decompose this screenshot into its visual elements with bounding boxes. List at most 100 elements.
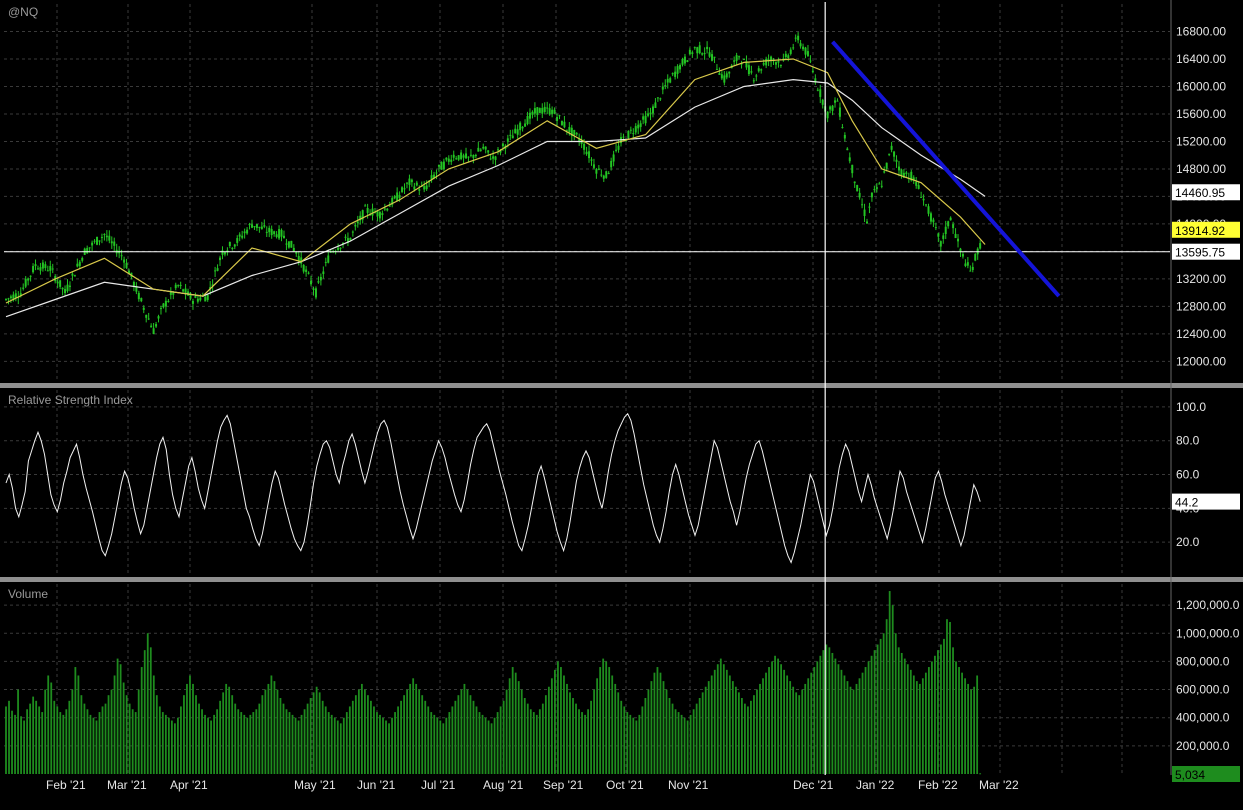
volume-tick-label: 200,000.0 — [1176, 739, 1230, 753]
volume-bar — [243, 714, 246, 774]
volume-bar — [113, 675, 116, 774]
candle-body — [258, 226, 261, 228]
price-tick-label: 16400.00 — [1176, 52, 1226, 66]
candle-body — [61, 287, 64, 290]
volume-bar — [641, 706, 644, 774]
candle-body — [511, 135, 514, 139]
volume-bar — [107, 695, 110, 774]
month-label: Sep '21 — [543, 778, 584, 792]
volume-bar — [599, 667, 602, 774]
candle-body — [568, 127, 571, 133]
month-label: Feb '22 — [918, 778, 958, 792]
candle-body — [556, 117, 559, 121]
candle-body — [747, 65, 750, 75]
volume-bar — [668, 698, 671, 774]
volume-bar — [291, 714, 294, 774]
volume-bar — [71, 689, 74, 774]
candle-body — [740, 63, 743, 65]
candle-body — [164, 300, 167, 307]
rsi-panel[interactable]: 100.080.060.040.020.0 44.2 Relative Stre… — [4, 390, 1240, 576]
price-badge-bg — [1172, 184, 1240, 201]
candle-body — [649, 112, 652, 115]
candle-body — [433, 174, 436, 179]
candle-body — [435, 172, 438, 174]
candle-body — [408, 178, 411, 185]
candle-body — [762, 63, 765, 65]
volume-bar — [511, 667, 514, 774]
candle-body — [506, 138, 509, 142]
candle-body — [86, 248, 89, 254]
volume-bar — [719, 658, 722, 774]
candle-body — [76, 263, 79, 267]
volume-bar — [469, 695, 472, 774]
rsi-tick-label: 20.0 — [1176, 535, 1200, 549]
volume-bar — [798, 695, 801, 774]
downtrend-line[interactable] — [831, 40, 1061, 298]
candle-body — [469, 154, 472, 156]
volume-bar — [677, 712, 680, 774]
volume-bar — [867, 661, 870, 774]
volume-bar — [119, 664, 122, 774]
candle-body — [100, 236, 103, 238]
volume-bar — [976, 675, 979, 774]
volume-bar — [143, 650, 146, 774]
panel-separator-1[interactable] — [0, 383, 1243, 388]
candle-body — [371, 208, 374, 216]
volume-bars — [5, 591, 982, 775]
candle-body — [602, 175, 605, 179]
volume-bar — [110, 689, 113, 774]
volume-bar — [17, 689, 19, 774]
volume-bar — [318, 692, 321, 774]
volume-bar — [789, 681, 792, 774]
price-tick-label: 12800.00 — [1176, 299, 1226, 313]
candle-body — [305, 269, 308, 272]
candle-body — [925, 204, 928, 206]
volume-bar — [29, 703, 32, 774]
volume-bar — [445, 717, 448, 774]
volume-bar — [846, 681, 849, 774]
volume-bar — [569, 692, 571, 774]
candle-body — [219, 257, 222, 261]
volume-bar — [840, 669, 843, 774]
volume-bar — [508, 678, 511, 774]
candle-body — [669, 78, 672, 83]
volume-bar — [759, 683, 761, 774]
volume-bar — [650, 681, 653, 774]
volume-bar — [273, 681, 276, 774]
volume-panel[interactable]: 1,200,000.0 1,000,000.0 800,000.0 600,000.0… — [4, 584, 1240, 782]
volume-bar — [659, 672, 662, 774]
volume-bar — [698, 698, 701, 774]
candle-body — [236, 238, 239, 243]
candle-body — [541, 107, 544, 114]
volume-bar — [493, 717, 496, 774]
volume-bar — [86, 709, 89, 774]
rsi-tick-label: 60.0 — [1176, 468, 1200, 482]
volume-bar — [900, 652, 903, 774]
volume-bar — [8, 700, 10, 774]
candle-body — [300, 257, 303, 264]
candle-body — [966, 262, 969, 266]
volume-bar — [813, 667, 816, 774]
panel-separator-2[interactable] — [0, 577, 1243, 582]
volume-bar — [572, 698, 574, 774]
candle-body — [735, 55, 738, 61]
volume-bar — [149, 647, 152, 774]
candle-body — [516, 129, 519, 135]
price-panel[interactable]: 16800.00 16400.00 16000.00 15600.00 15200.00… — [4, 4, 1240, 382]
candle-body — [474, 154, 477, 157]
candle-body — [686, 60, 689, 63]
candle-body — [536, 107, 539, 116]
volume-bar — [339, 723, 342, 774]
volume-bar — [879, 638, 882, 774]
candle-body — [526, 115, 529, 125]
candle-body — [575, 132, 578, 135]
volume-bar — [532, 712, 535, 774]
candle-body — [110, 241, 113, 244]
candle-body — [895, 159, 898, 162]
month-label: Aug '21 — [483, 778, 524, 792]
candle-body — [211, 284, 214, 286]
volume-bar — [68, 700, 71, 774]
candle-body — [14, 293, 17, 299]
volume-bar — [915, 681, 918, 774]
